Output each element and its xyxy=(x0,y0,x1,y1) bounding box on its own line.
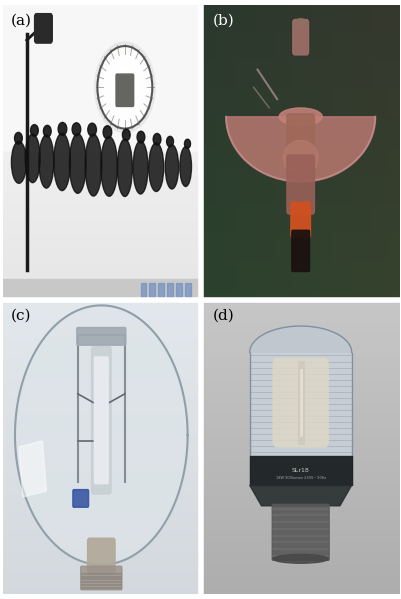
Text: (b): (b) xyxy=(212,14,234,28)
Circle shape xyxy=(122,129,130,141)
FancyBboxPatch shape xyxy=(184,283,190,297)
Circle shape xyxy=(94,42,155,133)
Circle shape xyxy=(153,134,160,145)
Circle shape xyxy=(97,46,152,129)
Text: (d): (d) xyxy=(212,308,234,322)
FancyBboxPatch shape xyxy=(290,202,310,238)
Circle shape xyxy=(43,125,51,137)
Text: (c): (c) xyxy=(11,308,32,322)
FancyBboxPatch shape xyxy=(81,566,122,590)
Ellipse shape xyxy=(294,19,306,26)
FancyBboxPatch shape xyxy=(291,230,309,271)
Text: (a): (a) xyxy=(11,14,32,28)
Polygon shape xyxy=(226,117,374,181)
FancyBboxPatch shape xyxy=(116,74,134,107)
FancyBboxPatch shape xyxy=(91,347,111,494)
Circle shape xyxy=(72,123,81,136)
FancyBboxPatch shape xyxy=(87,539,115,574)
Ellipse shape xyxy=(179,147,191,186)
Polygon shape xyxy=(19,441,46,497)
Circle shape xyxy=(87,123,96,136)
FancyBboxPatch shape xyxy=(94,357,108,484)
Ellipse shape xyxy=(54,133,70,190)
FancyBboxPatch shape xyxy=(158,283,164,297)
Circle shape xyxy=(166,137,173,147)
Text: SLr18: SLr18 xyxy=(291,468,309,473)
Polygon shape xyxy=(249,326,351,353)
Ellipse shape xyxy=(282,140,318,176)
FancyBboxPatch shape xyxy=(286,114,314,161)
Ellipse shape xyxy=(278,108,322,126)
Ellipse shape xyxy=(11,141,26,183)
FancyBboxPatch shape xyxy=(273,358,327,447)
Polygon shape xyxy=(15,305,187,565)
Circle shape xyxy=(184,139,190,149)
FancyBboxPatch shape xyxy=(149,283,155,297)
FancyBboxPatch shape xyxy=(140,283,146,297)
FancyBboxPatch shape xyxy=(73,489,88,507)
Ellipse shape xyxy=(39,135,54,188)
Circle shape xyxy=(137,131,144,143)
FancyBboxPatch shape xyxy=(34,14,52,43)
Ellipse shape xyxy=(133,141,148,194)
FancyBboxPatch shape xyxy=(77,328,126,345)
Ellipse shape xyxy=(273,555,327,563)
Ellipse shape xyxy=(101,137,117,196)
Circle shape xyxy=(14,132,22,144)
FancyBboxPatch shape xyxy=(166,283,172,297)
Ellipse shape xyxy=(69,134,86,193)
Circle shape xyxy=(58,122,67,135)
Ellipse shape xyxy=(165,145,178,189)
FancyBboxPatch shape xyxy=(286,155,314,214)
FancyBboxPatch shape xyxy=(3,279,199,300)
Ellipse shape xyxy=(148,143,163,192)
FancyBboxPatch shape xyxy=(175,283,181,297)
Text: 18W 900lumen 230V~ 50Hz: 18W 900lumen 230V~ 50Hz xyxy=(275,476,325,480)
Circle shape xyxy=(30,125,38,137)
Circle shape xyxy=(103,126,111,139)
FancyBboxPatch shape xyxy=(292,20,308,55)
Ellipse shape xyxy=(117,139,132,196)
Circle shape xyxy=(103,55,146,120)
Circle shape xyxy=(111,66,138,108)
Polygon shape xyxy=(249,485,351,506)
FancyBboxPatch shape xyxy=(271,504,328,560)
Ellipse shape xyxy=(85,134,101,196)
Ellipse shape xyxy=(25,134,40,183)
